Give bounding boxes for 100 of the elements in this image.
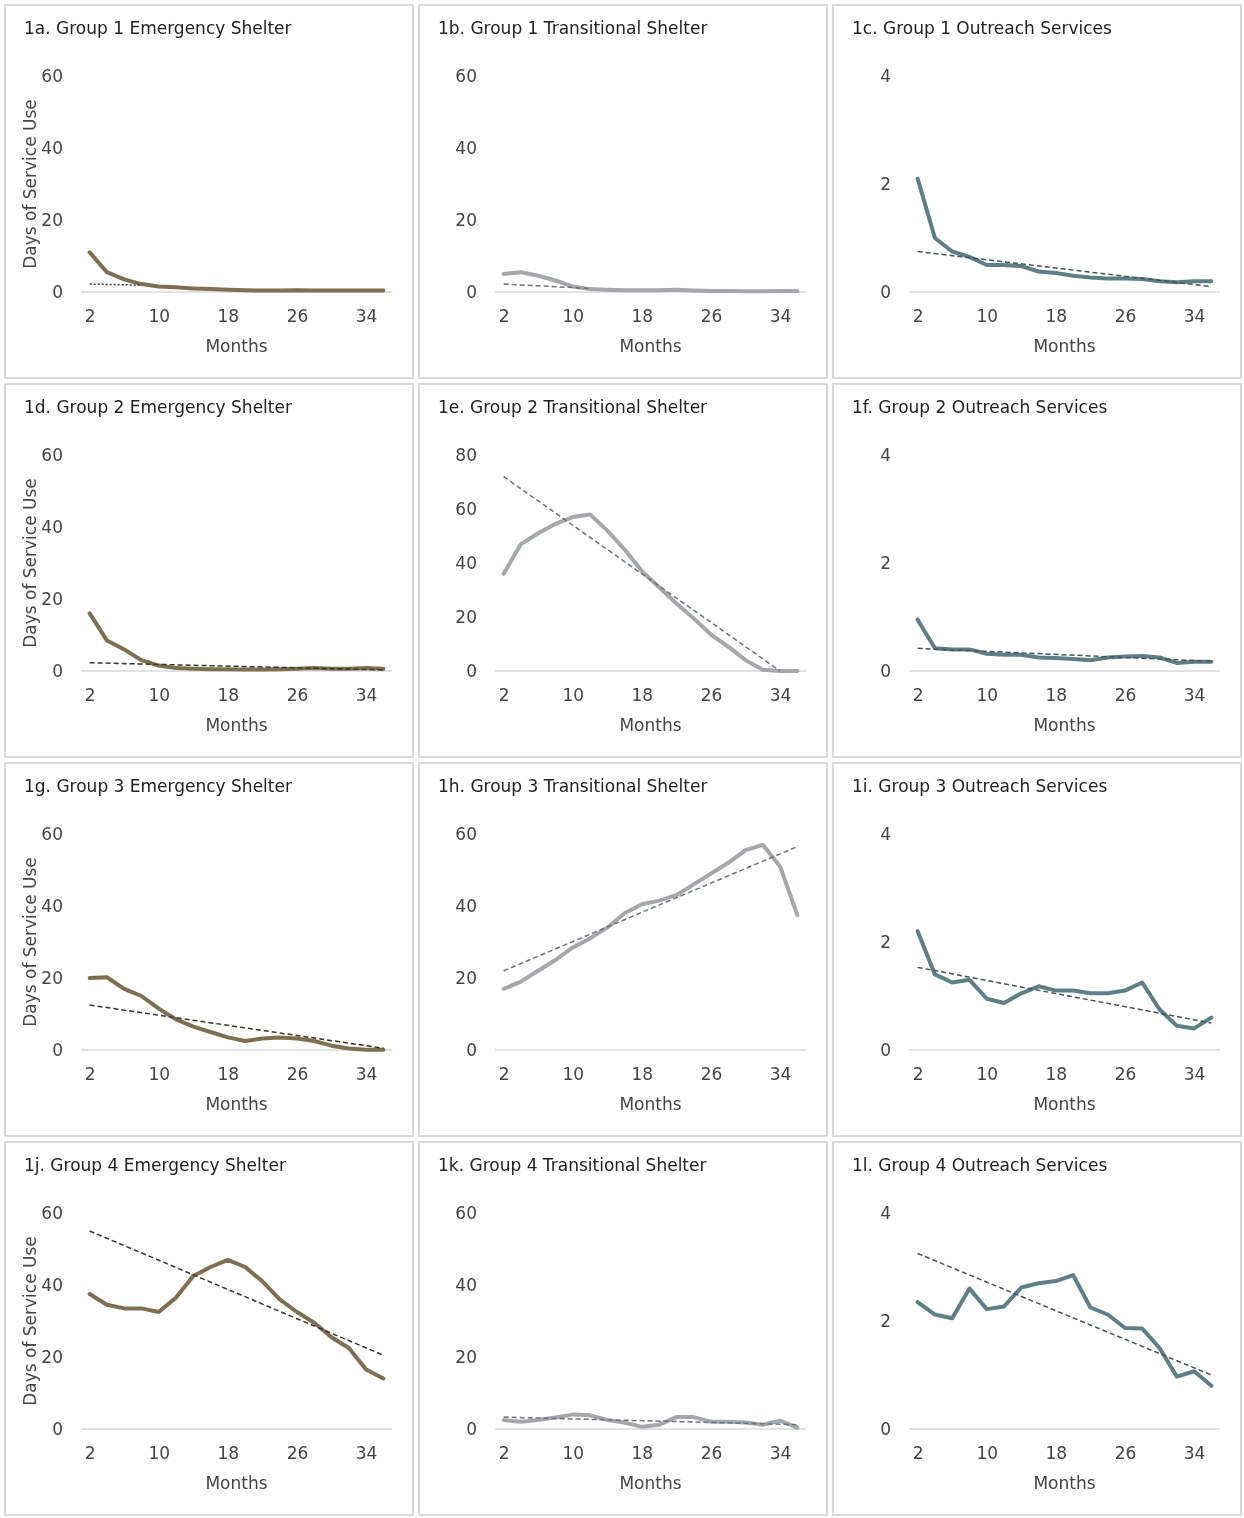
x-tick-label: 26 (700, 1064, 723, 1085)
y-tick-label: 4 (880, 65, 891, 86)
y-tick-label: 0 (466, 660, 477, 681)
x-tick-label: 18 (631, 1443, 654, 1464)
x-tick-label: 10 (148, 306, 171, 327)
x-tick-label: 18 (217, 1443, 240, 1464)
x-tick-label: 26 (286, 685, 309, 706)
chart-title: 1l. Group 4 Outreach Services (852, 1155, 1108, 1175)
x-tick-label: 10 (562, 1443, 585, 1464)
x-axis-title: Months (205, 715, 268, 735)
y-tick-label: 2 (880, 173, 891, 194)
x-tick-label: 10 (148, 1443, 171, 1464)
x-tick-label: 34 (355, 1443, 378, 1464)
x-tick-label: 18 (631, 685, 654, 706)
x-tick-label: 2 (912, 306, 924, 327)
x-tick-label: 34 (355, 306, 378, 327)
x-tick-label: 34 (769, 685, 792, 706)
line-series (915, 1273, 1214, 1388)
chart-title: 1i. Group 3 Outreach Services (852, 776, 1108, 796)
chart-title: 1a. Group 1 Emergency Shelter (24, 18, 292, 38)
x-tick-label: 34 (769, 1064, 792, 1085)
x-axis-title: Months (619, 336, 682, 356)
y-tick-label: 4 (880, 444, 891, 465)
x-tick-label: 2 (84, 1443, 96, 1464)
y-tick-label: 20 (41, 588, 63, 609)
x-tick-label: 18 (1045, 1064, 1068, 1085)
y-tick-label: 60 (455, 1202, 477, 1223)
y-tick-label: 20 (41, 967, 63, 988)
chart-title: 1k. Group 4 Transitional Shelter (438, 1155, 707, 1175)
chart-title: 1e. Group 2 Transitional Shelter (438, 397, 708, 417)
x-tick-label: 2 (498, 1443, 510, 1464)
y-tick-label: 4 (880, 1202, 891, 1223)
x-tick-label: 18 (1045, 306, 1068, 327)
x-tick-label: 26 (700, 1443, 723, 1464)
x-tick-label: 2 (84, 1064, 96, 1085)
y-tick-label: 60 (41, 444, 63, 465)
x-tick-label: 2 (498, 685, 510, 706)
y-tick-label: 0 (466, 1418, 477, 1439)
y-tick-label: 40 (455, 895, 477, 916)
x-axis-title: Months (1033, 715, 1096, 735)
y-tick-label: 40 (41, 1274, 63, 1295)
y-tick-label: 40 (41, 895, 63, 916)
x-tick-label: 26 (1114, 1064, 1137, 1085)
y-tick-label: 0 (52, 1039, 63, 1060)
y-tick-label: 40 (455, 137, 477, 158)
x-tick-label: 18 (631, 306, 654, 327)
x-tick-label: 26 (700, 306, 723, 327)
y-tick-label: 60 (41, 65, 63, 86)
chart-title: 1d. Group 2 Emergency Shelter (24, 397, 292, 417)
x-axis-title: Months (205, 1094, 268, 1114)
chart-title: 1f. Group 2 Outreach Services (852, 397, 1108, 417)
y-tick-label: 60 (455, 498, 477, 519)
x-tick-label: 10 (148, 1064, 171, 1085)
y-tick-label: 0 (466, 281, 477, 302)
line-series (915, 929, 1214, 1031)
x-axis-title: Months (619, 1473, 682, 1493)
x-tick-label: 10 (562, 685, 585, 706)
x-tick-label: 18 (631, 1064, 654, 1085)
x-tick-label: 2 (912, 685, 924, 706)
y-tick-label: 40 (41, 137, 63, 158)
y-tick-label: 60 (41, 823, 63, 844)
y-tick-label: 40 (455, 552, 477, 573)
y-tick-label: 2 (880, 1310, 891, 1331)
y-tick-label: 0 (880, 1039, 891, 1060)
y-tick-label: 0 (52, 660, 63, 681)
line-series (87, 1257, 386, 1381)
y-tick-label: 40 (455, 1274, 477, 1295)
x-tick-label: 18 (1045, 685, 1068, 706)
x-tick-label: 34 (355, 685, 378, 706)
y-tick-label: 60 (455, 823, 477, 844)
chart-title: 1c. Group 1 Outreach Services (852, 18, 1113, 38)
x-tick-label: 26 (1114, 685, 1137, 706)
y-tick-label: 2 (880, 552, 891, 573)
chart-title: 1g. Group 3 Emergency Shelter (24, 776, 292, 796)
x-tick-label: 34 (1183, 685, 1206, 706)
x-axis-title: Months (619, 1094, 682, 1114)
y-tick-label: 80 (455, 444, 477, 465)
line-series (87, 975, 386, 1052)
x-axis-title: Months (1033, 1473, 1096, 1493)
y-tick-label: 0 (880, 660, 891, 681)
x-tick-label: 2 (912, 1064, 924, 1085)
line-series (501, 270, 800, 294)
line-series (501, 512, 800, 673)
y-tick-label: 0 (52, 281, 63, 302)
y-axis-title: Days of Service Use (20, 99, 40, 269)
y-tick-label: 20 (455, 606, 477, 627)
y-tick-label: 4 (880, 823, 891, 844)
y-tick-label: 20 (455, 1346, 477, 1367)
x-tick-label: 10 (562, 1064, 585, 1085)
x-tick-label: 18 (1045, 1443, 1068, 1464)
y-axis-title: Days of Service Use (20, 1236, 40, 1406)
x-tick-label: 18 (217, 306, 240, 327)
x-tick-label: 34 (1183, 1064, 1206, 1085)
y-tick-label: 20 (455, 209, 477, 230)
x-axis-title: Months (1033, 336, 1096, 356)
x-tick-label: 10 (976, 685, 999, 706)
y-tick-label: 0 (52, 1418, 63, 1439)
x-tick-label: 26 (700, 685, 723, 706)
x-axis-title: Months (205, 336, 268, 356)
y-tick-label: 40 (41, 516, 63, 537)
